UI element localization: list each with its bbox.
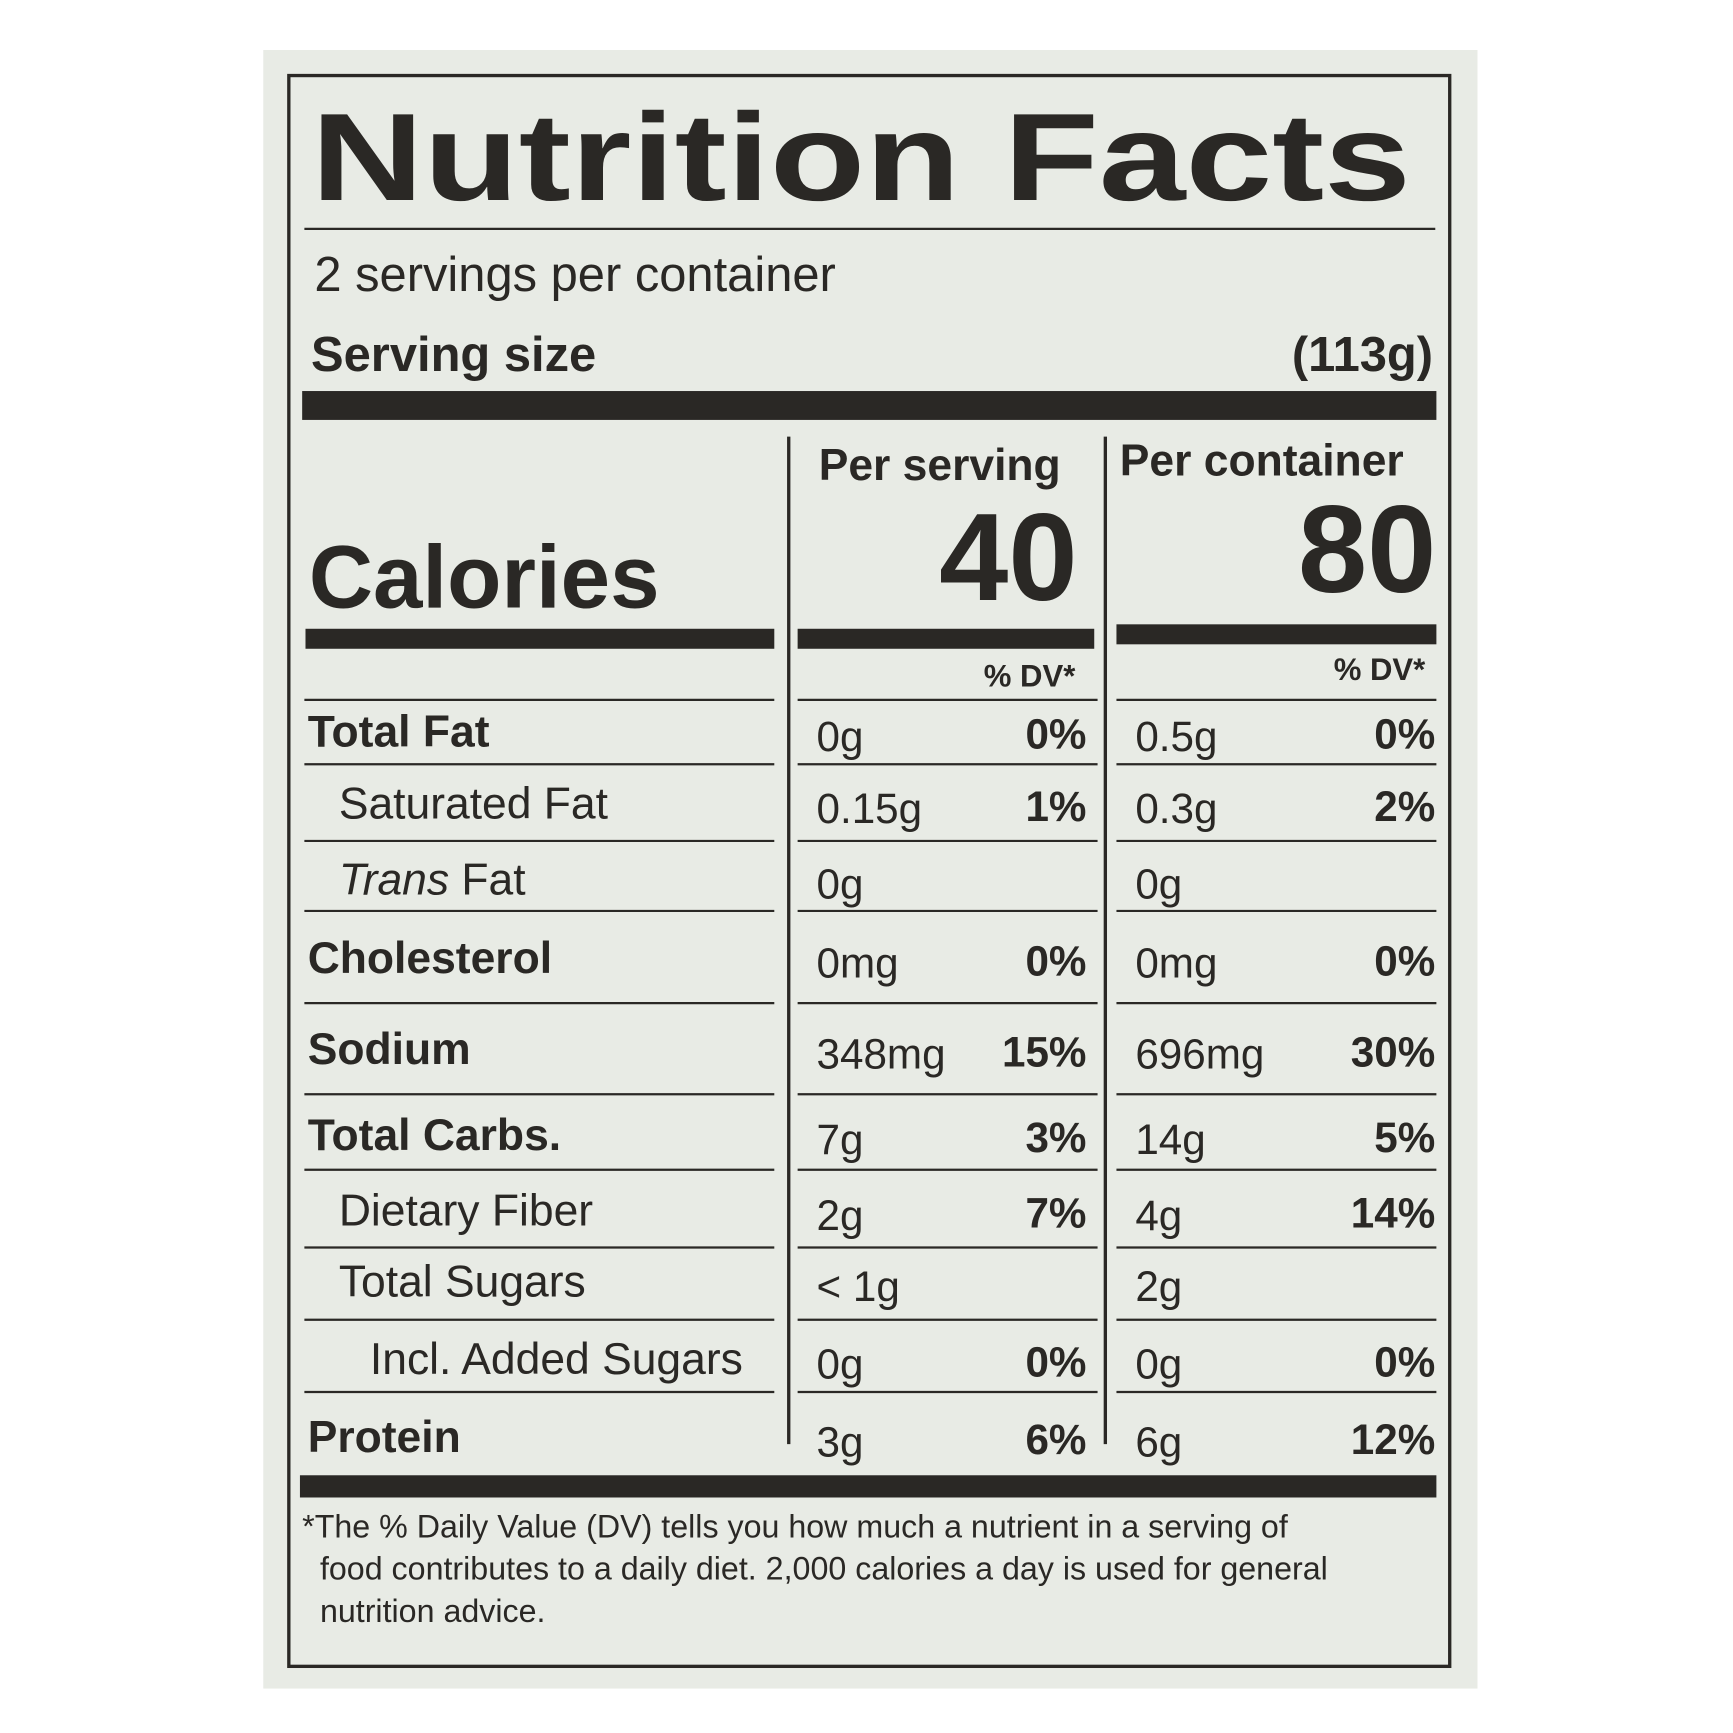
amount: 0.15g (817, 785, 923, 832)
nutrient-label: Protein (308, 1413, 461, 1462)
title: Nutrition Facts (311, 88, 1411, 227)
calories-value: 40 (939, 488, 1077, 627)
border (287, 73, 1452, 1669)
thick-bar (305, 628, 775, 649)
amount: < 1g (817, 1263, 900, 1310)
amount: 4g (1135, 1192, 1182, 1239)
amount: 0g (1135, 861, 1182, 908)
nutrient-label: Total Carbs. (308, 1111, 561, 1160)
amount: 0mg (817, 940, 899, 987)
amount: 2g (817, 1192, 864, 1239)
daily-value: 2% (1374, 783, 1435, 830)
calories-label: Calories (309, 528, 660, 627)
nutrient-label: Trans Fat (339, 855, 526, 904)
nutrient-label-text: Fat (461, 855, 526, 904)
daily-value: 12% (1351, 1416, 1435, 1463)
footnote-line: nutrition advice. (320, 1593, 546, 1629)
amount: 6g (1135, 1418, 1182, 1465)
daily-value: 5% (1374, 1114, 1435, 1161)
daily-value: 3% (1025, 1114, 1086, 1161)
daily-value: 30% (1351, 1028, 1435, 1075)
nutrient-label-italic: Trans (339, 855, 449, 904)
amount: 348mg (817, 1031, 946, 1078)
nutrient-label: Saturated Fat (339, 780, 609, 829)
amount: 0g (817, 713, 864, 760)
servings: 2 servings per container (314, 248, 835, 302)
daily-value: 0% (1374, 711, 1435, 758)
daily-value: 6% (1025, 1416, 1086, 1463)
daily-value: 0% (1025, 937, 1086, 984)
footnote-line: food contributes to a daily diet. 2,000 … (320, 1551, 1328, 1587)
nutrient-label: Total Fat (308, 708, 490, 757)
daily-value: 0% (1374, 1338, 1435, 1385)
daily-value: 0% (1374, 937, 1435, 984)
thick-bar (299, 1475, 1437, 1498)
thick-bar (302, 391, 1437, 420)
daily-value: 7% (1025, 1190, 1086, 1237)
dv-header: % DV* (1334, 652, 1426, 687)
daily-value: 14% (1351, 1190, 1435, 1237)
amount: 0g (817, 861, 864, 908)
daily-value: 1% (1025, 783, 1086, 830)
serving-size-label: Serving size (311, 328, 596, 382)
daily-value: 0% (1025, 1338, 1086, 1385)
footnote: *The % Daily Value (DV) tells you how mu… (302, 1508, 1328, 1628)
amount: 0mg (1135, 940, 1217, 987)
amount: 0g (1135, 1341, 1182, 1388)
nutrient-label: Sodium (308, 1025, 471, 1074)
amount: 0.5g (1135, 713, 1217, 760)
amount: 7g (817, 1116, 864, 1163)
amount: 0g (817, 1341, 864, 1388)
nutrient-rows: Total Fat 0g 0% 0.5g 0% Saturated Fat 0.15g 1% 0… (304, 698, 1437, 1465)
nutrient-label: Cholesterol (308, 934, 552, 983)
amount: 3g (817, 1418, 864, 1465)
amount: 2g (1135, 1263, 1182, 1310)
column-header: Per serving (819, 441, 1061, 490)
calories-value: 80 (1298, 480, 1436, 619)
nutrient-label: Dietary Fiber (339, 1186, 593, 1235)
nutrient-label: Incl. Added Sugars (370, 1335, 743, 1384)
footnote-line: *The % Daily Value (DV) tells you how mu… (302, 1508, 1288, 1544)
amount: 696mg (1135, 1031, 1264, 1078)
serving-size-value: (113g) (1292, 328, 1433, 382)
nutrient-label: Total Sugars (339, 1257, 586, 1306)
thick-bar (797, 628, 1095, 649)
panel (263, 49, 1478, 1689)
daily-value: 0% (1025, 711, 1086, 758)
amount: 14g (1135, 1116, 1205, 1163)
dv-header: % DV* (984, 659, 1076, 694)
column-header: Per container (1120, 436, 1404, 485)
amount: 0.3g (1135, 785, 1217, 832)
daily-value: 15% (1002, 1028, 1086, 1075)
thick-bar (1116, 624, 1437, 645)
